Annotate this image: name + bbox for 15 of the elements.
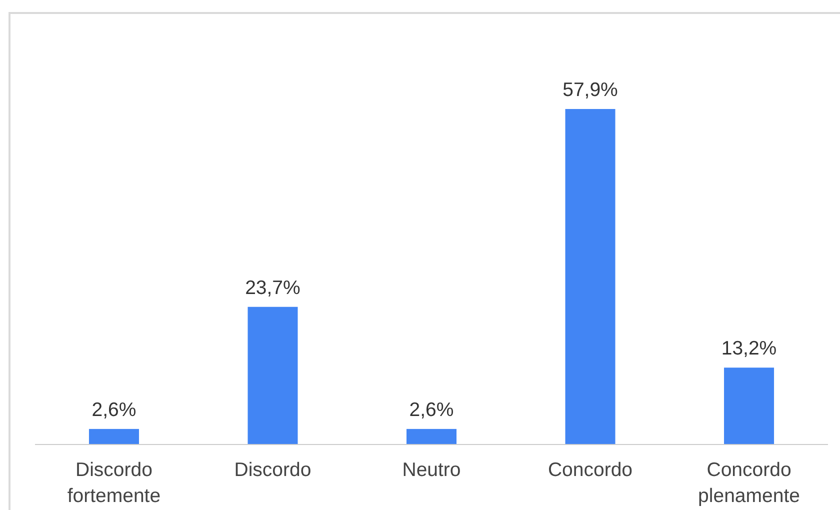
bar	[88, 428, 139, 444]
data-label: 2,6%	[409, 398, 454, 421]
x-tick-label: Concordo plenamente	[698, 459, 800, 507]
bar	[724, 368, 774, 444]
bar	[248, 306, 298, 444]
data-label: 2,6%	[92, 398, 136, 421]
x-tick-label: Discordo fortemente	[67, 459, 161, 507]
data-label: 57,9%	[562, 79, 618, 101]
data-label: 23,7%	[245, 276, 300, 299]
x-tick-label: Discordo	[234, 459, 312, 481]
x-tick-label: Neutro	[402, 459, 461, 481]
data-label: 13,2%	[721, 338, 777, 360]
x-tick-label: Concordo	[548, 459, 633, 481]
bar	[565, 109, 616, 444]
bar	[406, 428, 457, 444]
